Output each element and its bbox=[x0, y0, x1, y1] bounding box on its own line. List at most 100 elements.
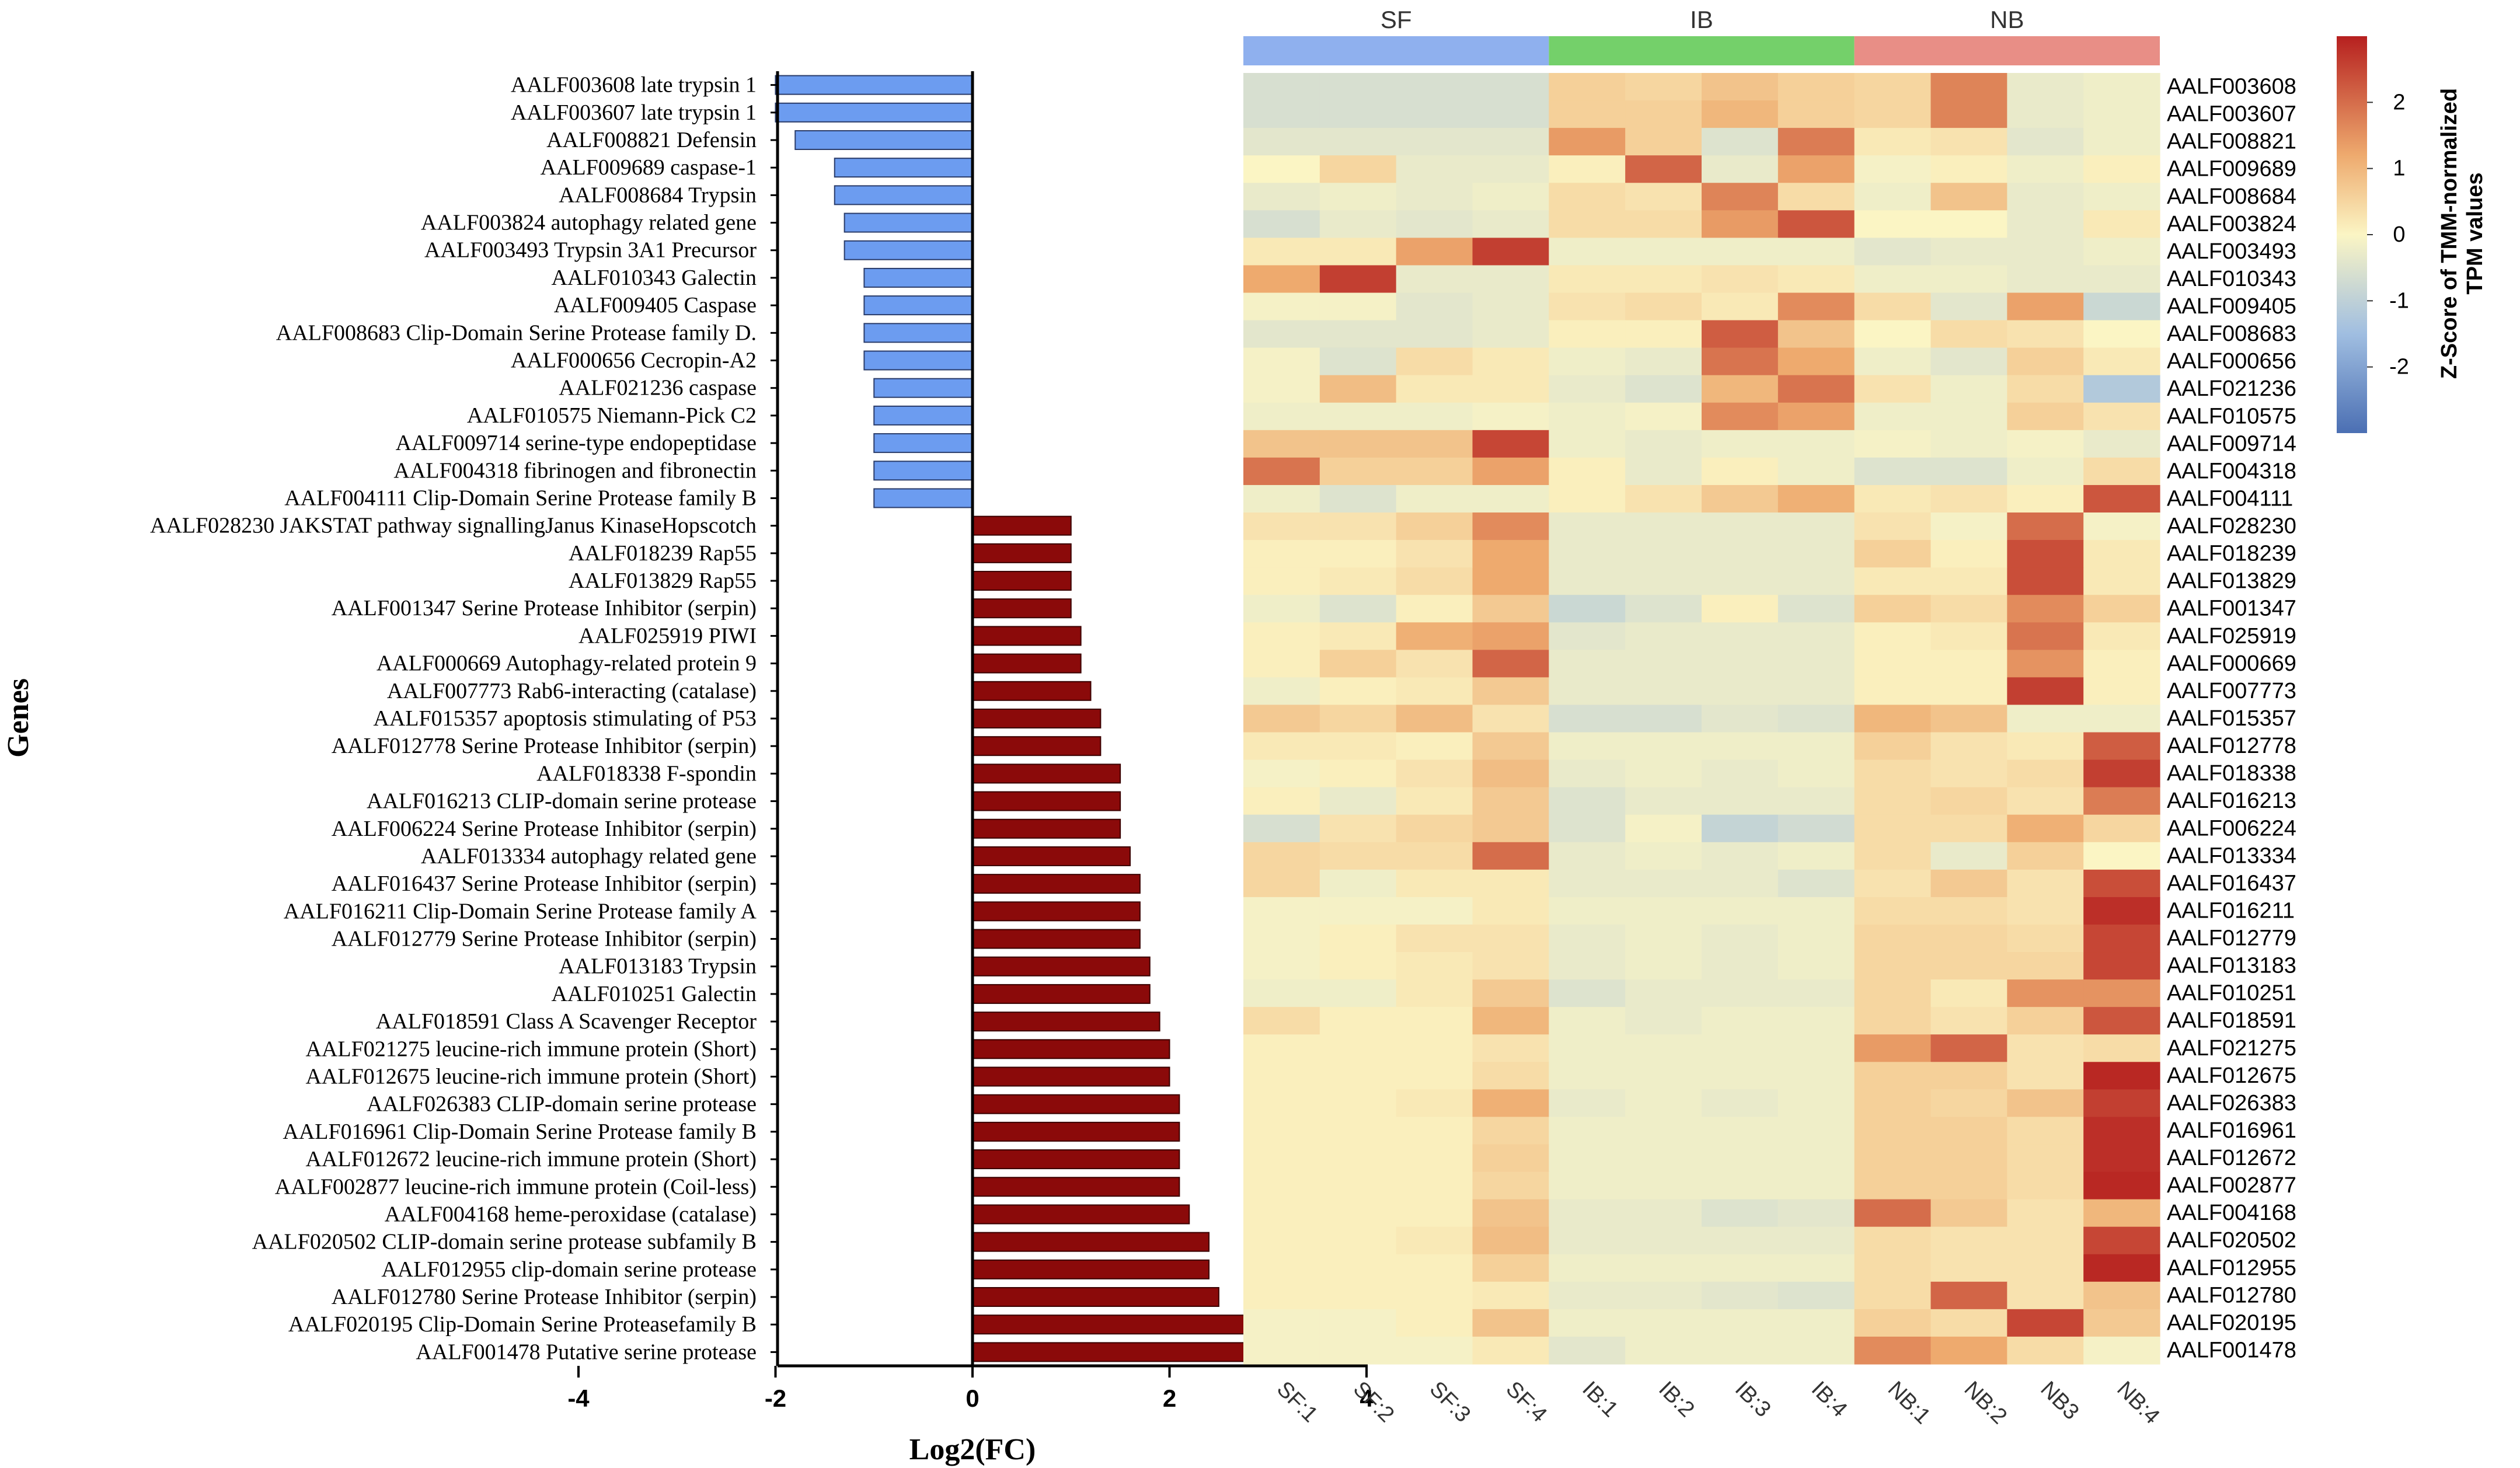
heatmap-row-label: AALF012780 bbox=[2167, 1283, 2296, 1307]
heatmap-cell bbox=[1549, 677, 1626, 706]
heatmap-row-label: AALF008821 bbox=[2167, 130, 2296, 154]
heatmap-cell bbox=[1854, 842, 1932, 870]
heatmap-cell bbox=[1549, 320, 1626, 348]
heatmap-row-label: AALF010343 bbox=[2167, 267, 2296, 291]
heatmap-row-label: AALF003608 bbox=[2167, 75, 2296, 99]
bar-mark bbox=[972, 929, 1141, 949]
heatmap-cell bbox=[1625, 787, 1702, 815]
heatmap-cell bbox=[1702, 787, 1779, 815]
heatmap-cell bbox=[1472, 1281, 1549, 1310]
heatmap-cell bbox=[1702, 567, 1779, 595]
heatmap-cell bbox=[1854, 869, 1932, 898]
heatmap-row-label: AALF021275 bbox=[2167, 1036, 2296, 1061]
heatmap-cell bbox=[1549, 540, 1626, 568]
heatmap-cell bbox=[1396, 897, 1473, 925]
heatmap-row-label: AALF008684 bbox=[2167, 184, 2296, 209]
bar-mark bbox=[775, 102, 973, 123]
heatmap-cell bbox=[1472, 897, 1549, 925]
heatmap-column-label: NB:2 bbox=[1960, 1377, 2012, 1429]
heatmap-cell bbox=[1854, 320, 1932, 348]
heatmap-cell bbox=[2083, 183, 2160, 211]
heatmap-cell bbox=[1472, 1034, 1549, 1062]
heatmap-cell bbox=[1549, 238, 1626, 266]
heatmap-cell bbox=[1854, 1336, 1932, 1365]
heatmap-cell bbox=[1549, 1254, 1626, 1282]
heatmap-row-label: AALF010575 bbox=[2167, 404, 2296, 428]
heatmap-cell bbox=[1243, 1144, 1320, 1173]
heatmap-cell bbox=[1854, 732, 1932, 761]
heatmap-cell bbox=[1625, 183, 1702, 211]
heatmap-cell bbox=[2007, 595, 2084, 623]
bar-category-label: AALF013334 autophagy related gene bbox=[421, 844, 757, 869]
heatmap-cell bbox=[2083, 457, 2160, 486]
heatmap-cell bbox=[1930, 924, 2007, 953]
heatmap-row-label: AALF012672 bbox=[2167, 1146, 2296, 1170]
heatmap-cell bbox=[2007, 100, 2084, 128]
heatmap-cell bbox=[1854, 1254, 1932, 1282]
heatmap-cell bbox=[1396, 622, 1473, 650]
heatmap-cell bbox=[1854, 430, 1932, 458]
heatmap-cell bbox=[2007, 924, 2084, 953]
heatmap-cell bbox=[1854, 787, 1932, 815]
heatmap-cell bbox=[1625, 1171, 1702, 1200]
bar-category-label: AALF009714 serine-type endopeptidase bbox=[396, 431, 757, 455]
heatmap-cell bbox=[1243, 1226, 1320, 1255]
heatmap-cell bbox=[1777, 924, 1855, 953]
heatmap-group-bar: SF IB NB bbox=[1243, 6, 2160, 65]
heatmap-cell bbox=[1625, 952, 1702, 980]
heatmap-cell bbox=[1319, 814, 1397, 843]
heatmap-cell bbox=[2083, 595, 2160, 623]
bar-category-label: AALF008821 Defensin bbox=[546, 128, 757, 152]
heatmap-cell bbox=[1243, 759, 1320, 788]
heatmap-cell bbox=[1319, 1336, 1397, 1365]
bar-mark bbox=[873, 405, 973, 426]
heatmap-cell bbox=[1625, 1199, 1702, 1228]
heatmap-cell bbox=[2007, 375, 2084, 403]
heatmap-cell bbox=[1319, 100, 1397, 128]
heatmap-cell bbox=[2083, 1171, 2160, 1200]
heatmap-cell bbox=[2007, 484, 2084, 513]
heatmap-cell bbox=[2007, 238, 2084, 266]
heatmap-cell bbox=[1930, 1226, 2007, 1255]
heatmap-cell bbox=[2083, 1281, 2160, 1310]
heatmap-cell bbox=[1930, 897, 2007, 925]
heatmap-cell bbox=[1396, 650, 1473, 678]
bar-mark bbox=[972, 901, 1141, 922]
heatmap-cell bbox=[2083, 375, 2160, 403]
heatmap-cell bbox=[1702, 540, 1779, 568]
bar-mark bbox=[972, 818, 1121, 839]
heatmap-cell bbox=[1930, 759, 2007, 788]
heatmap-cell bbox=[1243, 897, 1320, 925]
bar-category-label: AALF010575 Niemann-Pick C2 bbox=[467, 403, 757, 428]
heatmap-cell bbox=[1702, 952, 1779, 980]
heatmap-cell bbox=[1472, 1199, 1549, 1228]
heatmap-cell bbox=[1777, 1281, 1855, 1310]
heatmap-row-label: AALF010251 bbox=[2167, 981, 2296, 1006]
heatmap-cell bbox=[1777, 265, 1855, 294]
heatmap-cell bbox=[1625, 1062, 1702, 1090]
bar-category-label: AALF015357 apoptosis stimulating of P53 bbox=[373, 706, 757, 731]
heatmap-cell bbox=[1396, 1034, 1473, 1062]
heatmap-cell bbox=[1472, 567, 1549, 595]
heatmap-row-label: AALF009714 bbox=[2167, 431, 2296, 456]
heatmap-cell bbox=[2083, 1144, 2160, 1173]
heatmap-cell bbox=[1549, 1336, 1626, 1365]
bar-category-label: AALF018338 F-spondin bbox=[536, 761, 757, 786]
bar-mark bbox=[972, 874, 1141, 894]
heatmap-cell bbox=[1396, 1199, 1473, 1228]
group-label: IB bbox=[1690, 6, 1713, 33]
heatmap-cell bbox=[1854, 952, 1932, 980]
heatmap-row-label: AALF025919 bbox=[2167, 624, 2296, 648]
heatmap-row-label: AALF008683 bbox=[2167, 322, 2296, 346]
heatmap-cell bbox=[1319, 787, 1397, 815]
heatmap-row-label: AALF003824 bbox=[2167, 212, 2296, 236]
heatmap-cell bbox=[1243, 1199, 1320, 1228]
heatmap-cell bbox=[1472, 320, 1549, 348]
heatmap-cell bbox=[1243, 128, 1320, 156]
bar-category-label: AALF003607 late trypsin 1 bbox=[511, 100, 757, 125]
heatmap-cell bbox=[1625, 73, 1702, 101]
heatmap-cell bbox=[1930, 677, 2007, 706]
heatmap-cell bbox=[1472, 622, 1549, 650]
heatmap-cell bbox=[1396, 210, 1473, 238]
colorbar-tick-label: 0 bbox=[2393, 222, 2405, 247]
